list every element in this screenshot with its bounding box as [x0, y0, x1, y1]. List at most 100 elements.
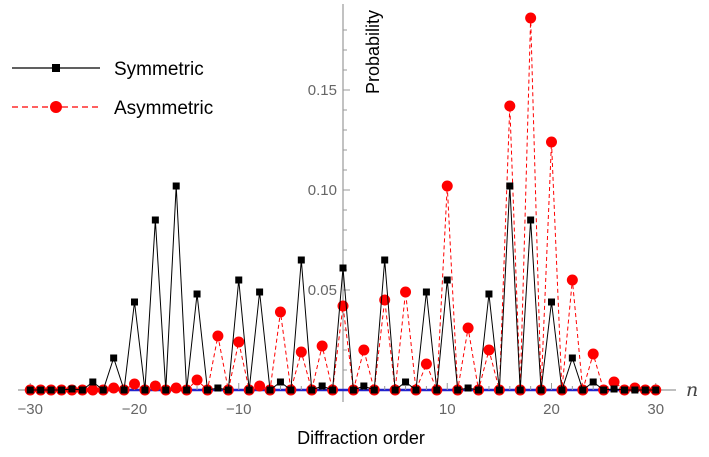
data-point-symmetric [422, 288, 430, 296]
data-point-symmetric [37, 386, 45, 394]
x-axis-variable-label: n [686, 379, 698, 401]
data-point-symmetric [349, 386, 357, 394]
data-point-symmetric [120, 386, 128, 394]
y-tick-label: 0.15 [308, 82, 337, 99]
data-point-symmetric [360, 382, 368, 390]
data-point-asymmetric [587, 348, 599, 360]
legend-marker-symmetric [52, 64, 60, 72]
data-point-symmetric [26, 386, 34, 394]
x-tick-label: −30 [18, 401, 43, 418]
data-point-symmetric [558, 386, 566, 394]
data-point-symmetric [433, 386, 441, 394]
data-point-asymmetric [358, 344, 370, 356]
data-point-asymmetric [420, 358, 432, 370]
data-point-symmetric [381, 256, 389, 264]
data-point-symmetric [203, 386, 211, 394]
x-tick-label: −20 [122, 401, 147, 418]
data-point-symmetric [245, 386, 253, 394]
data-point-symmetric [547, 298, 555, 306]
data-point-symmetric [183, 386, 191, 394]
data-point-asymmetric [566, 274, 578, 286]
data-point-asymmetric [608, 376, 620, 388]
data-point-asymmetric [274, 306, 286, 318]
data-point-symmetric [110, 354, 118, 362]
data-point-symmetric [568, 354, 576, 362]
data-point-asymmetric [212, 330, 224, 342]
legend: Symmetric Asymmetric [12, 59, 213, 119]
data-point-asymmetric [316, 340, 328, 352]
x-tick-label: 30 [647, 401, 664, 418]
data-point-symmetric [224, 386, 232, 394]
data-point-symmetric [516, 386, 524, 394]
x-tick-label: −10 [226, 401, 251, 418]
data-point-asymmetric [170, 382, 182, 394]
data-point-asymmetric [545, 136, 557, 148]
data-point-asymmetric [441, 180, 453, 192]
data-point-asymmetric [504, 100, 516, 112]
legend-label-symmetric: Symmetric [114, 59, 204, 80]
data-point-symmetric [485, 290, 493, 298]
data-point-symmetric [454, 386, 462, 394]
data-point-asymmetric [191, 374, 203, 386]
data-point-symmetric [266, 386, 274, 394]
data-point-symmetric [579, 386, 587, 394]
data-point-asymmetric [400, 286, 412, 298]
data-point-symmetric [235, 276, 243, 284]
data-point-symmetric [78, 386, 86, 394]
data-point-symmetric [641, 386, 649, 394]
y-ticks: 0.05 0.10 0.15 [308, 29, 350, 371]
data-point-symmetric [589, 378, 597, 386]
data-point-symmetric [537, 386, 545, 394]
data-point-asymmetric [233, 336, 245, 348]
data-point-symmetric [287, 386, 295, 394]
data-point-symmetric [610, 385, 618, 393]
data-point-symmetric [402, 378, 410, 386]
series-symmetric [26, 182, 660, 394]
data-point-symmetric [68, 385, 76, 393]
data-point-symmetric [527, 216, 535, 224]
x-tick-label: 20 [543, 401, 560, 418]
data-point-asymmetric [254, 380, 266, 392]
legend-label-asymmetric: Asymmetric [114, 98, 213, 119]
y-tick-label: 0.10 [308, 182, 337, 199]
data-point-symmetric [329, 386, 337, 394]
data-point-asymmetric [483, 344, 495, 356]
data-point-symmetric [370, 386, 378, 394]
x-tick-label: 10 [439, 401, 456, 418]
data-point-symmetric [475, 386, 483, 394]
legend-item-asymmetric: Asymmetric [12, 98, 213, 119]
data-point-asymmetric [525, 12, 537, 24]
data-point-symmetric [99, 386, 107, 394]
data-point-asymmetric [149, 380, 161, 392]
data-point-symmetric [391, 386, 399, 394]
data-point-symmetric [276, 378, 284, 386]
data-point-asymmetric [129, 378, 141, 390]
data-point-symmetric [318, 382, 326, 390]
data-point-symmetric [172, 182, 180, 190]
data-point-symmetric [151, 216, 159, 224]
data-point-symmetric [141, 386, 149, 394]
data-point-symmetric [339, 264, 347, 272]
data-point-asymmetric [87, 384, 99, 396]
data-point-symmetric [131, 298, 139, 306]
legend-item-symmetric: Symmetric [12, 59, 204, 80]
data-point-symmetric [443, 276, 451, 284]
data-point-symmetric [506, 182, 514, 190]
data-point-asymmetric [462, 322, 474, 334]
data-point-symmetric [620, 386, 628, 394]
data-point-symmetric [256, 288, 264, 296]
data-point-asymmetric [295, 346, 307, 358]
data-point-symmetric [47, 386, 55, 394]
data-point-symmetric [193, 290, 201, 298]
x-axis-title: Diffraction order [297, 428, 425, 448]
y-axis-title: Probability [363, 10, 383, 94]
series-layer [24, 12, 662, 396]
data-point-symmetric [652, 386, 660, 394]
data-point-symmetric [297, 256, 305, 264]
data-point-symmetric [162, 386, 170, 394]
data-point-symmetric [495, 386, 503, 394]
data-point-symmetric [58, 386, 66, 394]
y-tick-label: 0.05 [308, 282, 337, 299]
data-point-symmetric [308, 386, 316, 394]
